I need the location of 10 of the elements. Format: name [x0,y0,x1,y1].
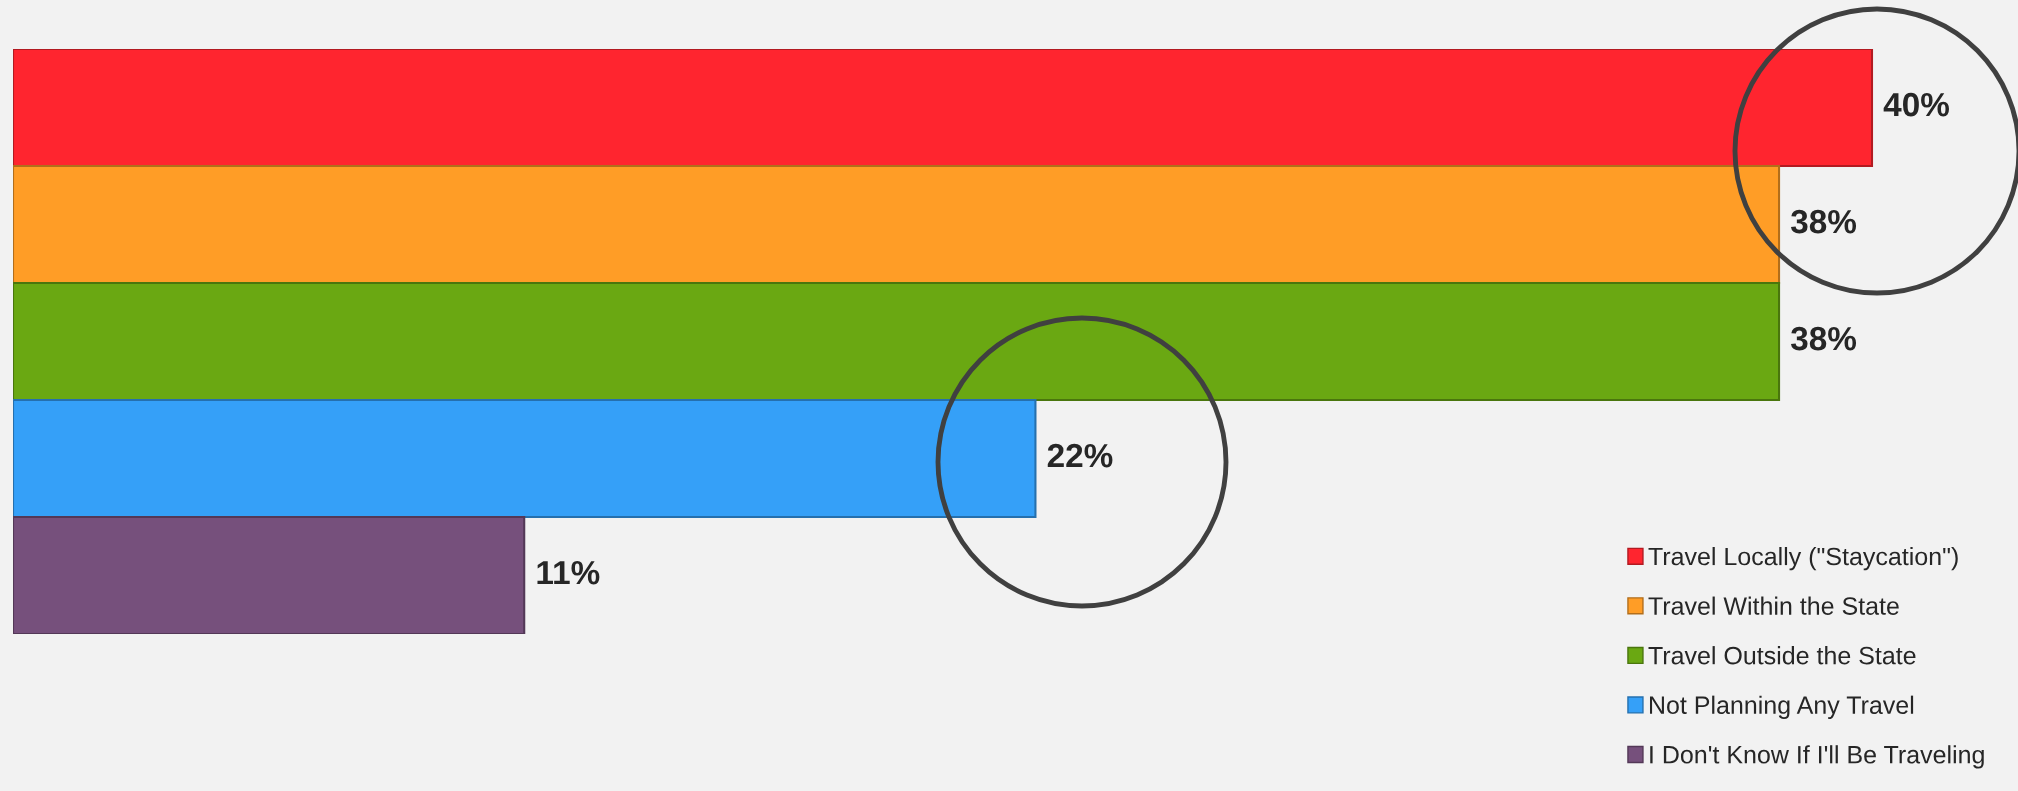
data-label: 40% [1883,92,1949,117]
data-label: 38% [1790,326,1857,351]
data-label: 11% [537,560,600,585]
data-label: 38% [1790,209,1857,234]
legend-label: Travel Within the State [1648,596,1899,615]
legend-label: Travel Locally ("Staycation") [1648,546,1958,571]
data-label: 22% [1047,443,1113,468]
legend-label: Not Planning Any Travel [1650,695,1914,719]
legend-label: I Don't Know If I'll Be Traveling [1650,745,1984,769]
legend-label: Travel Outside the State [1648,646,1916,665]
